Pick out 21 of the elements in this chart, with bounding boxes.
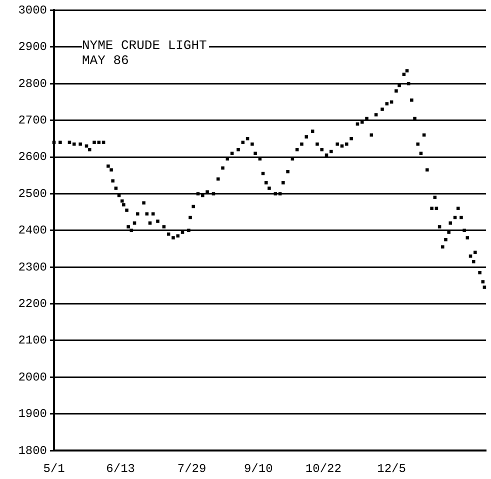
text: MAY 86 — [82, 53, 130, 68]
y-tick-label: 1800 — [18, 444, 47, 458]
y-tick-label: 3000 — [18, 3, 47, 18]
y-tick-label: 2300 — [18, 260, 47, 274]
y-tick-label: 1900 — [18, 407, 47, 422]
x-tick-label: 5/1 — [43, 462, 65, 476]
y-tick-label: 2100 — [18, 334, 47, 348]
y-tick-label: 2500 — [18, 186, 47, 201]
x-tick-label: 12/5 — [377, 462, 406, 476]
text: NYME CRUDE LIGHT — [82, 38, 207, 53]
y-tick-label: 2800 — [18, 76, 47, 91]
y-tick-label: 2400 — [18, 224, 47, 238]
y-tick-label: 2900 — [18, 40, 47, 54]
y-tick-label: 2700 — [18, 113, 47, 128]
x-tick-label: 7/29 — [177, 462, 206, 476]
y-tick-label: 2600 — [18, 150, 47, 164]
x-tick-label: 9/10 — [244, 462, 273, 476]
x-tick-label: 10/22 — [305, 462, 342, 476]
y-tick-label: 2200 — [18, 296, 47, 311]
x-tick-label: 6/13 — [106, 462, 135, 476]
y-tick-label: 2000 — [18, 370, 47, 384]
